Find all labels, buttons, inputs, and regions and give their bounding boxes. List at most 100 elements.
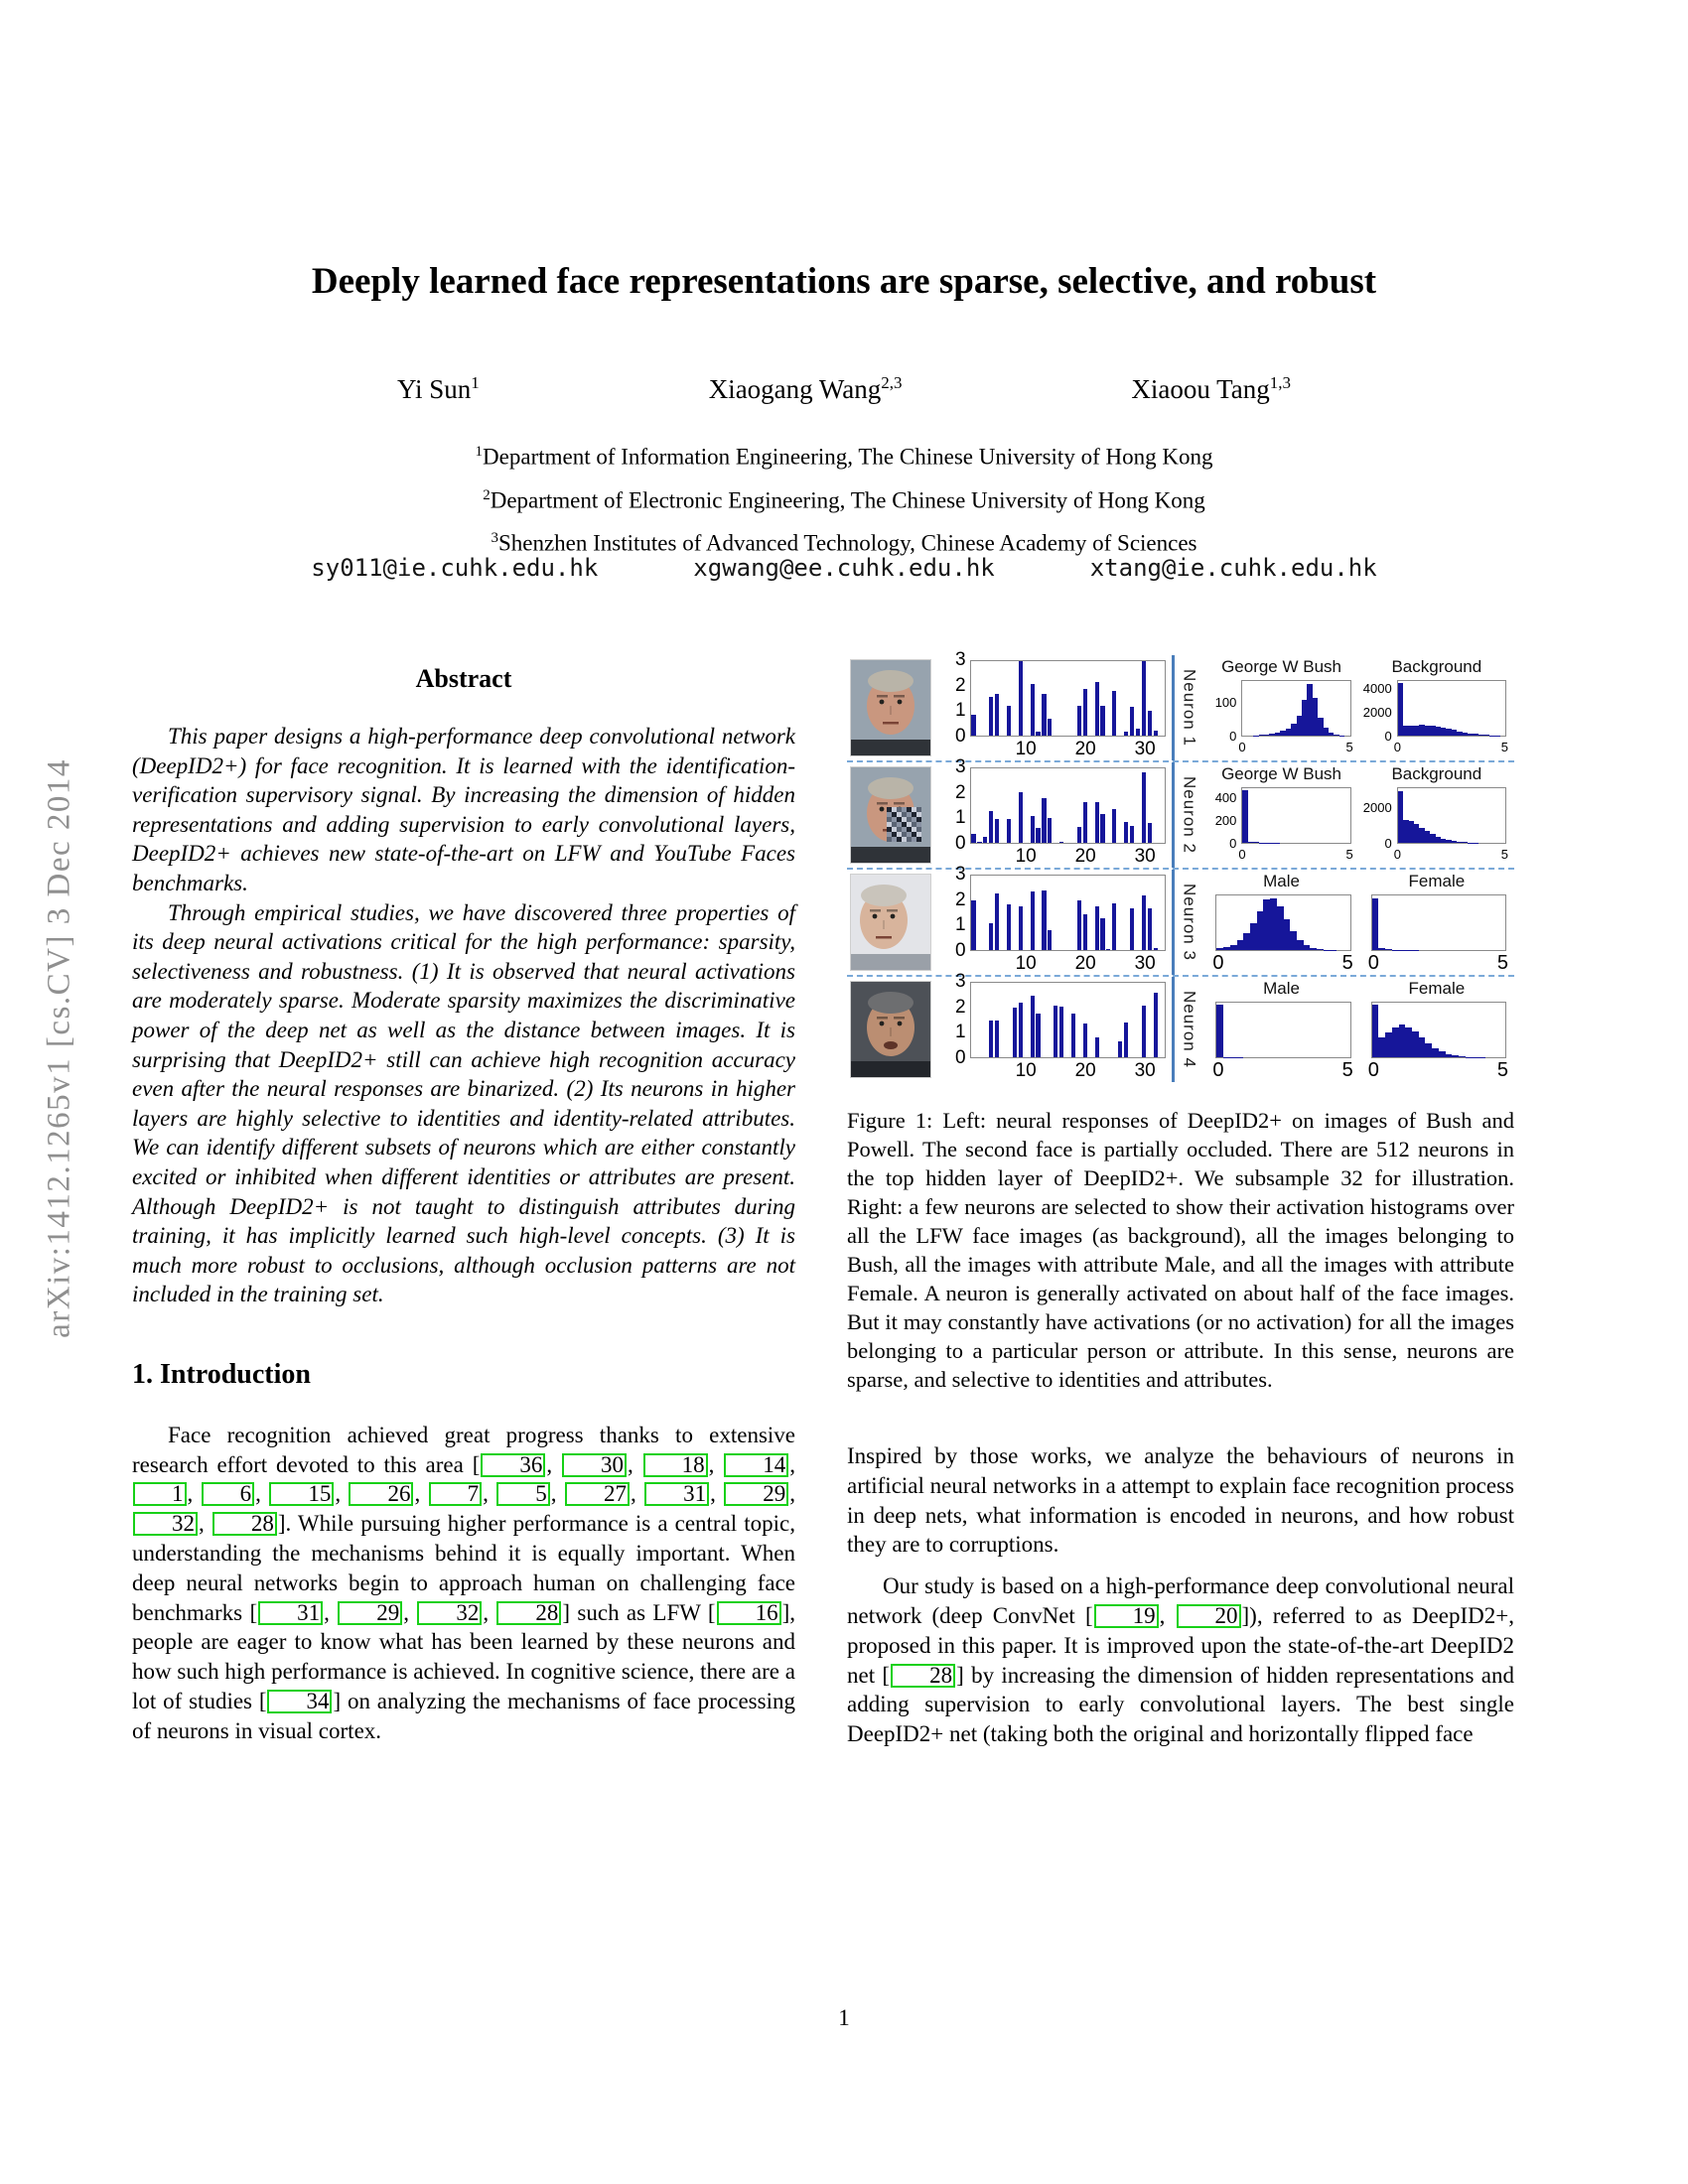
citation-ref[interactable]: 7 <box>428 1482 483 1507</box>
bar <box>1018 1003 1023 1057</box>
bar <box>1006 819 1012 843</box>
bar <box>1094 1037 1099 1057</box>
bar <box>1334 735 1339 736</box>
citation-ref[interactable]: 28 <box>496 1600 562 1625</box>
y-axis-tick-label: 0 <box>1229 729 1237 744</box>
bar <box>1462 732 1469 736</box>
citation-ref[interactable]: 28 <box>891 1663 956 1688</box>
citation-ref[interactable]: 19 <box>1093 1603 1159 1628</box>
author-email[interactable]: sy011@ie.cuhk.edu.hk <box>311 554 599 582</box>
citation-ref[interactable]: 1 <box>133 1482 187 1507</box>
face-photo-colin-powell <box>849 981 931 1078</box>
bar <box>983 836 988 843</box>
bar <box>1141 895 1146 950</box>
bar <box>1018 661 1023 736</box>
citation-ref[interactable]: 30 <box>562 1452 628 1477</box>
x-axis-tick-label: 0 <box>1393 740 1401 754</box>
bar <box>1216 948 1224 950</box>
bar <box>1468 733 1474 736</box>
bar <box>1223 947 1230 950</box>
bar <box>1430 834 1436 843</box>
citation-ref[interactable]: 27 <box>564 1482 630 1507</box>
bar <box>1283 918 1291 950</box>
bar <box>1285 728 1292 736</box>
y-axis-tick-label: 0 <box>1229 836 1237 851</box>
histogram-plot-area <box>1396 787 1506 844</box>
citation-ref[interactable]: 28 <box>211 1512 277 1537</box>
author-list: Yi Sun1 Xiaogang Wang2,3 Xiaoou Tang1,3 <box>397 373 1291 405</box>
y-axis-tick-label: 0 <box>955 833 966 854</box>
x-axis-tick-label: 5 <box>1500 847 1508 862</box>
bar <box>1100 814 1105 843</box>
citation-ref[interactable]: 16 <box>716 1600 781 1625</box>
figure-caption: Figure 1: Left: neural responses of Deep… <box>847 1108 1514 1392</box>
x-axis-tick-label: 0 <box>1212 1059 1224 1081</box>
bar <box>1419 725 1425 736</box>
activation-histogram-background: Background 0 2000 0 5 <box>1359 762 1514 868</box>
author-email[interactable]: xgwang@ee.cuhk.edu.hk <box>693 554 995 582</box>
citation-ref[interactable]: 20 <box>1176 1603 1241 1628</box>
author-email[interactable]: xtang@ie.cuhk.edu.hk <box>1089 554 1377 582</box>
bar <box>1036 732 1041 736</box>
y-axis-tick-label: 2000 <box>1362 704 1392 720</box>
x-axis-tick-label: 0 <box>1238 847 1246 862</box>
bar <box>1258 735 1265 736</box>
y-axis-tick-label: 2 <box>955 781 966 803</box>
bar <box>1451 841 1458 843</box>
x-axis-tick-label: 30 <box>1134 953 1156 974</box>
bar <box>1054 1005 1058 1057</box>
neuron-label-column: Neuron 3 <box>1171 870 1204 975</box>
bar <box>1018 906 1023 950</box>
bar <box>1435 836 1441 843</box>
y-axis-tick-label: 3 <box>955 864 966 885</box>
citation-ref[interactable]: 26 <box>349 1482 414 1507</box>
activation-histogram-background: Background 0 2000 4000 0 5 <box>1359 655 1514 760</box>
bar <box>1006 706 1012 736</box>
body-paragraph: Inspired by those works, we analyze the … <box>847 1443 1514 1558</box>
bar <box>1082 1024 1087 1057</box>
bar <box>989 810 994 843</box>
citation-ref[interactable]: 32 <box>133 1512 198 1537</box>
bar <box>1243 933 1250 950</box>
bar <box>995 693 1000 736</box>
citation-ref[interactable]: 29 <box>338 1600 403 1625</box>
citation-ref[interactable]: 15 <box>269 1482 335 1507</box>
body-paragraph: Our study is based on a high-performance… <box>847 1573 1515 1747</box>
y-axis-tick-label: 1 <box>955 700 966 722</box>
bar <box>1391 949 1399 950</box>
paper-title: Deeply learned face representations are … <box>311 261 1377 302</box>
citation-ref[interactable]: 31 <box>644 1482 710 1507</box>
y-axis-tick-label: 1 <box>955 914 966 936</box>
histogram-plot-area <box>1396 680 1506 737</box>
citation-ref[interactable]: 14 <box>724 1452 789 1477</box>
citation-ref[interactable]: 6 <box>201 1482 255 1507</box>
neural-response-bar-chart: 0 1 2 3 10 20 30 <box>934 865 1172 975</box>
affiliation-line: 2Department of Electronic Engineering, T… <box>483 486 1205 513</box>
bar <box>1059 1006 1064 1057</box>
x-axis-tick-label: 5 <box>1341 1059 1353 1081</box>
bar <box>1318 717 1324 736</box>
bar <box>1371 897 1379 950</box>
citation-ref[interactable]: 36 <box>481 1452 546 1477</box>
x-axis-tick-label: 10 <box>1015 739 1037 759</box>
bar <box>1076 900 1081 950</box>
citation-ref[interactable]: 5 <box>496 1482 550 1507</box>
citation-ref[interactable]: 31 <box>258 1600 324 1625</box>
bar <box>1438 1051 1446 1057</box>
author-affiliation-sup: 2,3 <box>881 373 903 392</box>
bar <box>1424 830 1431 843</box>
citation-ref[interactable]: 29 <box>724 1482 789 1507</box>
bar <box>1312 697 1319 736</box>
citation-ref[interactable]: 18 <box>642 1452 708 1477</box>
page-number: 1 <box>838 2005 850 2030</box>
citation-ref[interactable]: 34 <box>267 1690 333 1714</box>
bar <box>1303 944 1311 950</box>
histogram-plot-area <box>1215 894 1351 951</box>
bar <box>1030 995 1035 1057</box>
figure-row-neuron-1: 0 1 2 3 10 20 30 Neuron 1 George W Bush 0 100 0 5 Bac… <box>847 650 1514 760</box>
x-axis-tick-label: 5 <box>1345 847 1353 862</box>
bar <box>1441 838 1447 843</box>
bar <box>1424 725 1431 736</box>
bar <box>1269 734 1275 736</box>
citation-ref[interactable]: 32 <box>417 1600 483 1625</box>
